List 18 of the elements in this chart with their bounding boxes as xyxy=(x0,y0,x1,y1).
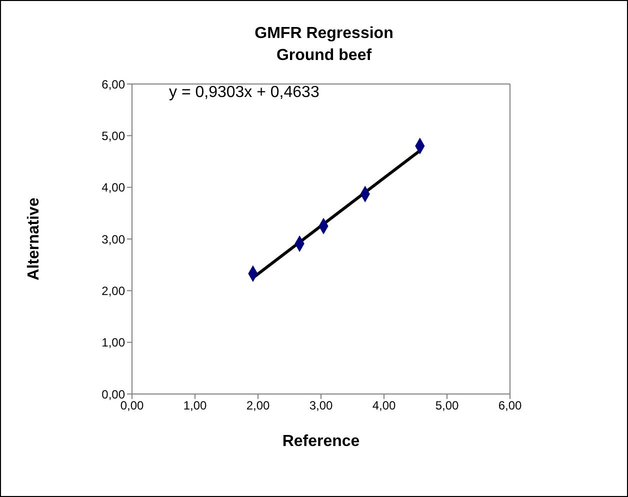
x-tick-label: 6,00 xyxy=(498,398,522,413)
y-tick-label: 1,00 xyxy=(102,336,126,350)
y-tick-label: 4,00 xyxy=(102,180,126,195)
y-axis-title: Alternative xyxy=(26,198,43,280)
x-tick-label: 2,00 xyxy=(246,398,270,413)
x-axis-title: Reference xyxy=(282,433,360,450)
annotation: y = 0,9303x + 0,4633 xyxy=(169,84,320,102)
y-tick-label: 5,00 xyxy=(102,128,126,143)
x-tick-label: 3,00 xyxy=(309,398,333,413)
x-tick-label: 4,00 xyxy=(372,398,396,413)
y-tick-label: 6,00 xyxy=(102,77,126,92)
x-tick-label: 0,00 xyxy=(120,398,144,413)
y-tick-label: 0,00 xyxy=(102,387,126,402)
y-tick-label: 3,00 xyxy=(102,232,126,246)
y-tick-label: 2,00 xyxy=(102,284,126,298)
x-tick-label: 5,00 xyxy=(435,398,459,413)
x-tick-label: 1,00 xyxy=(183,398,207,413)
chart-title: GMFR Regression Ground beef xyxy=(254,24,394,66)
